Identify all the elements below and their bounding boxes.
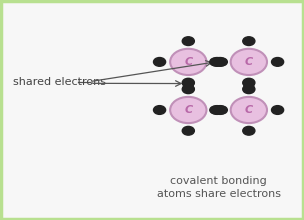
Circle shape (182, 126, 194, 135)
Circle shape (243, 126, 255, 135)
Circle shape (182, 37, 194, 46)
Circle shape (216, 58, 227, 66)
Circle shape (244, 80, 254, 88)
Circle shape (183, 80, 194, 88)
Circle shape (214, 58, 226, 66)
Circle shape (271, 58, 284, 66)
Circle shape (210, 58, 221, 66)
Circle shape (243, 37, 255, 46)
Circle shape (154, 106, 166, 114)
Circle shape (231, 49, 267, 75)
Text: shared electrons: shared electrons (13, 77, 106, 87)
Circle shape (154, 58, 166, 66)
Text: C: C (184, 57, 192, 67)
Circle shape (216, 106, 227, 114)
Circle shape (244, 84, 254, 92)
Text: C: C (245, 105, 253, 115)
Circle shape (183, 84, 194, 92)
Text: covalent bonding: covalent bonding (170, 176, 267, 186)
Circle shape (182, 85, 194, 94)
Circle shape (210, 106, 221, 114)
Circle shape (211, 106, 223, 114)
Circle shape (243, 85, 255, 94)
Circle shape (271, 106, 284, 114)
Circle shape (211, 58, 223, 66)
Text: C: C (245, 57, 253, 67)
Text: atoms share electrons: atoms share electrons (157, 189, 281, 199)
Circle shape (243, 78, 255, 87)
Circle shape (182, 78, 194, 87)
Circle shape (231, 97, 267, 123)
Circle shape (214, 106, 226, 114)
Text: C: C (184, 105, 192, 115)
Circle shape (170, 49, 206, 75)
Circle shape (170, 97, 206, 123)
